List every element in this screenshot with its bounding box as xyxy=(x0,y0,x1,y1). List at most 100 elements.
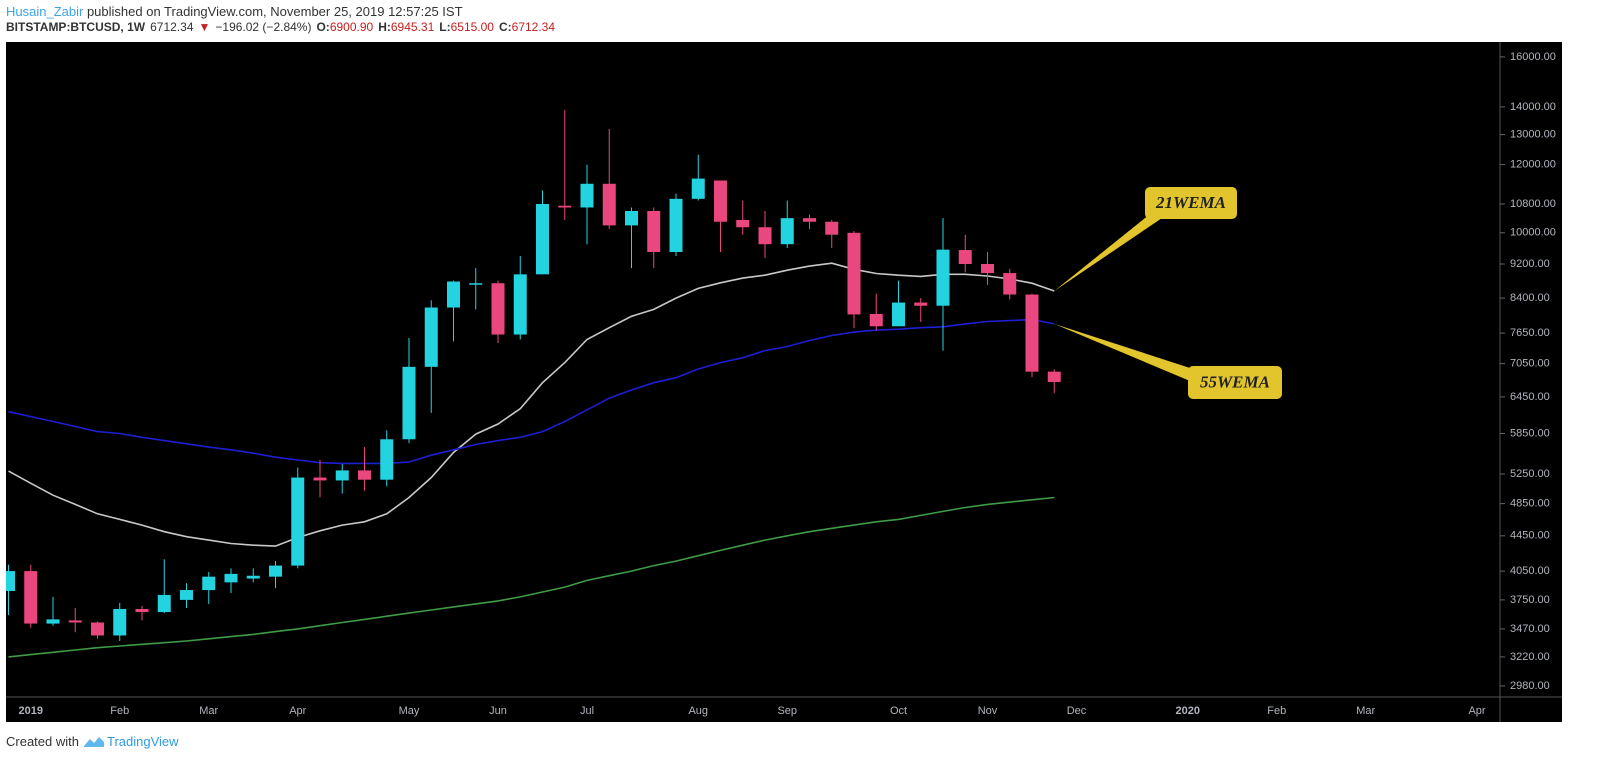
candle-body xyxy=(469,283,483,285)
y-tick-label: 7650.00 xyxy=(1510,327,1550,339)
candle-body xyxy=(758,227,772,245)
x-tick-label: Nov xyxy=(978,705,998,717)
ohlc-value: 6515.00 xyxy=(450,20,494,34)
y-tick-label: 4850.00 xyxy=(1510,498,1550,510)
x-tick-label: Dec xyxy=(1067,705,1087,717)
chart-background xyxy=(6,42,1562,722)
y-tick-label: 3220.00 xyxy=(1510,651,1550,663)
ma-line xyxy=(8,318,1055,465)
y-tick-label: 9200.00 xyxy=(1510,258,1550,270)
x-tick-label: Mar xyxy=(1356,705,1375,717)
candle-body xyxy=(558,205,572,208)
candle-body xyxy=(113,608,127,636)
ohlc-value: 6900.90 xyxy=(329,20,374,34)
annotation-label: 21WEMA xyxy=(1155,193,1226,212)
candle-body xyxy=(135,608,149,613)
brand[interactable]: TradingView xyxy=(106,734,179,749)
x-tick-label: Apr xyxy=(1468,705,1485,717)
candle-body xyxy=(669,198,683,253)
y-tick-label: 10800.00 xyxy=(1510,198,1556,210)
candle-body xyxy=(691,178,705,199)
candle-body xyxy=(202,576,216,591)
quote-line: BITSTAMP:BTCUSD, 1W 6712.34 ▼ −196.02 (−2.8… xyxy=(6,20,555,34)
y-tick-label: 5850.00 xyxy=(1510,427,1550,439)
created-with: Created with xyxy=(6,734,79,749)
annotation-box xyxy=(1188,366,1282,399)
y-tick-label: 7050.00 xyxy=(1510,358,1550,370)
candle-body xyxy=(869,313,883,327)
candle-body xyxy=(313,477,327,481)
candle-body xyxy=(892,302,905,327)
candle-body xyxy=(491,283,505,335)
candle-body xyxy=(602,183,616,226)
x-tick-label: Jul xyxy=(580,705,594,717)
x-tick-label: Feb xyxy=(1267,705,1286,717)
last-price: 6712.34 xyxy=(150,20,194,34)
x-tick-label: Apr xyxy=(289,705,306,717)
y-tick-label: 13000.00 xyxy=(1510,129,1556,141)
y-tick-label: 8400.00 xyxy=(1510,292,1550,304)
candle-body xyxy=(1025,294,1039,372)
candle-body xyxy=(402,366,416,440)
candle-body xyxy=(269,565,282,577)
candle-body xyxy=(825,221,839,235)
candle-body xyxy=(157,594,171,613)
candle-body xyxy=(291,477,305,566)
candle-body xyxy=(224,573,238,583)
candle-body xyxy=(91,622,104,636)
candle-body xyxy=(6,571,15,592)
x-tick-label: May xyxy=(399,705,420,717)
candle-body xyxy=(246,575,260,579)
plot xyxy=(6,110,1061,658)
x-tick-label: Aug xyxy=(688,705,708,717)
candle-body xyxy=(335,470,349,481)
y-tick-label: 16000.00 xyxy=(1510,51,1556,63)
candle-body xyxy=(536,204,549,275)
y-tick-label: 3750.00 xyxy=(1510,594,1550,606)
ohlc-key: L: xyxy=(439,20,451,34)
x-tick-label: 2020 xyxy=(1176,705,1200,717)
x-tick-label: Sep xyxy=(777,705,797,717)
candle-body xyxy=(46,619,60,624)
x-tick-label: Jun xyxy=(489,705,507,717)
candle-body xyxy=(914,302,928,306)
candle-body xyxy=(780,218,794,245)
ohlc-key: C: xyxy=(498,20,512,34)
y-tick-label: 2980.00 xyxy=(1510,680,1550,692)
x-tick-label: 2019 xyxy=(19,705,43,717)
logo-shape xyxy=(83,736,104,747)
candle-body xyxy=(625,210,638,226)
candle-body xyxy=(24,571,38,624)
y-tick-label: 14000.00 xyxy=(1510,101,1556,113)
candle-body xyxy=(358,470,371,480)
candle-body xyxy=(803,218,816,222)
candle-body xyxy=(380,439,394,480)
ohlc-key: H: xyxy=(378,20,391,34)
change-arrow: ▼ xyxy=(198,20,211,34)
candle-body xyxy=(847,232,861,315)
candle-body xyxy=(647,210,661,253)
candle-body xyxy=(714,180,727,222)
candle-body xyxy=(180,590,193,600)
candle-body xyxy=(447,281,460,308)
annotation-label: 55WEMA xyxy=(1200,372,1270,391)
y-tick-label: 10000.00 xyxy=(1510,227,1556,239)
candle-body xyxy=(580,183,594,208)
symbol: BITSTAMP:BTCUSD, 1W xyxy=(6,20,146,34)
y-tick-label: 5250.00 xyxy=(1510,468,1550,480)
ohlc: O:6900.90 H:6945.31 L:6515.00 C:6712.34 xyxy=(311,20,555,34)
candle-body xyxy=(981,264,994,274)
candle-body xyxy=(424,307,438,367)
ohlc-key: O: xyxy=(316,20,330,34)
annotation-arrow xyxy=(1054,214,1168,291)
candle-body xyxy=(936,249,950,306)
y-tick-label: 4050.00 xyxy=(1510,565,1550,577)
y-tick-label: 6450.00 xyxy=(1510,391,1550,403)
candle-body xyxy=(736,219,750,228)
candle-body xyxy=(513,274,527,335)
author[interactable]: Husain_Zabir xyxy=(6,4,84,19)
x-tick-label: Mar xyxy=(199,705,218,717)
ohlc-value: 6945.31 xyxy=(390,20,435,34)
